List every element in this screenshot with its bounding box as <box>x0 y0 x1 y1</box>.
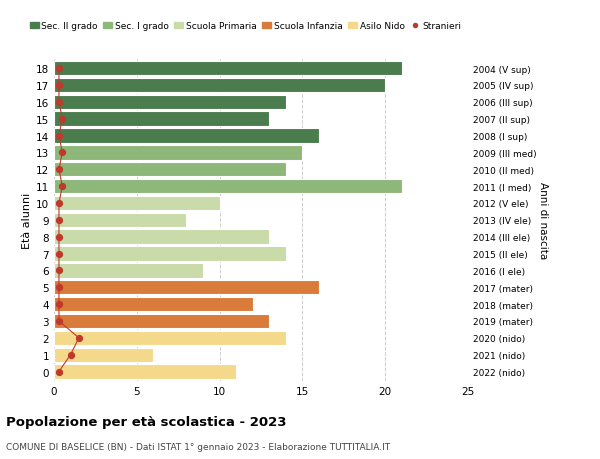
Bar <box>54 146 302 160</box>
Bar <box>54 280 319 295</box>
Point <box>54 99 64 106</box>
Point <box>54 82 64 90</box>
Point <box>54 318 64 325</box>
Point <box>54 301 64 308</box>
Bar <box>54 196 220 211</box>
Bar <box>54 129 319 143</box>
Bar <box>54 230 269 244</box>
Point <box>54 133 64 140</box>
Bar <box>54 179 402 194</box>
Bar <box>54 331 286 345</box>
Point <box>54 284 64 291</box>
Bar <box>54 364 236 379</box>
Point <box>54 267 64 274</box>
Point <box>58 183 67 190</box>
Bar <box>54 297 253 312</box>
Point <box>54 234 64 241</box>
Point <box>54 200 64 207</box>
Point <box>54 368 64 375</box>
Bar <box>54 213 187 228</box>
Bar <box>54 62 402 76</box>
Point <box>58 149 67 157</box>
Y-axis label: Anni di nascita: Anni di nascita <box>538 182 548 259</box>
Text: Popolazione per età scolastica - 2023: Popolazione per età scolastica - 2023 <box>6 415 287 428</box>
Point <box>66 351 76 358</box>
Bar <box>54 78 385 93</box>
Text: COMUNE DI BASELICE (BN) - Dati ISTAT 1° gennaio 2023 - Elaborazione TUTTITALIA.I: COMUNE DI BASELICE (BN) - Dati ISTAT 1° … <box>6 442 390 451</box>
Point <box>74 335 83 342</box>
Bar <box>54 263 203 278</box>
Point <box>54 65 64 73</box>
Bar <box>54 348 154 362</box>
Bar <box>54 95 286 110</box>
Point <box>54 250 64 257</box>
Bar <box>54 247 286 261</box>
Bar <box>54 162 286 177</box>
Point <box>58 116 67 123</box>
Legend: Sec. II grado, Sec. I grado, Scuola Primaria, Scuola Infanzia, Asilo Nido, Stran: Sec. II grado, Sec. I grado, Scuola Prim… <box>29 22 461 31</box>
Point <box>54 217 64 224</box>
Point <box>54 166 64 174</box>
Bar <box>54 314 269 328</box>
Bar <box>54 112 269 127</box>
Y-axis label: Età alunni: Età alunni <box>22 192 32 248</box>
